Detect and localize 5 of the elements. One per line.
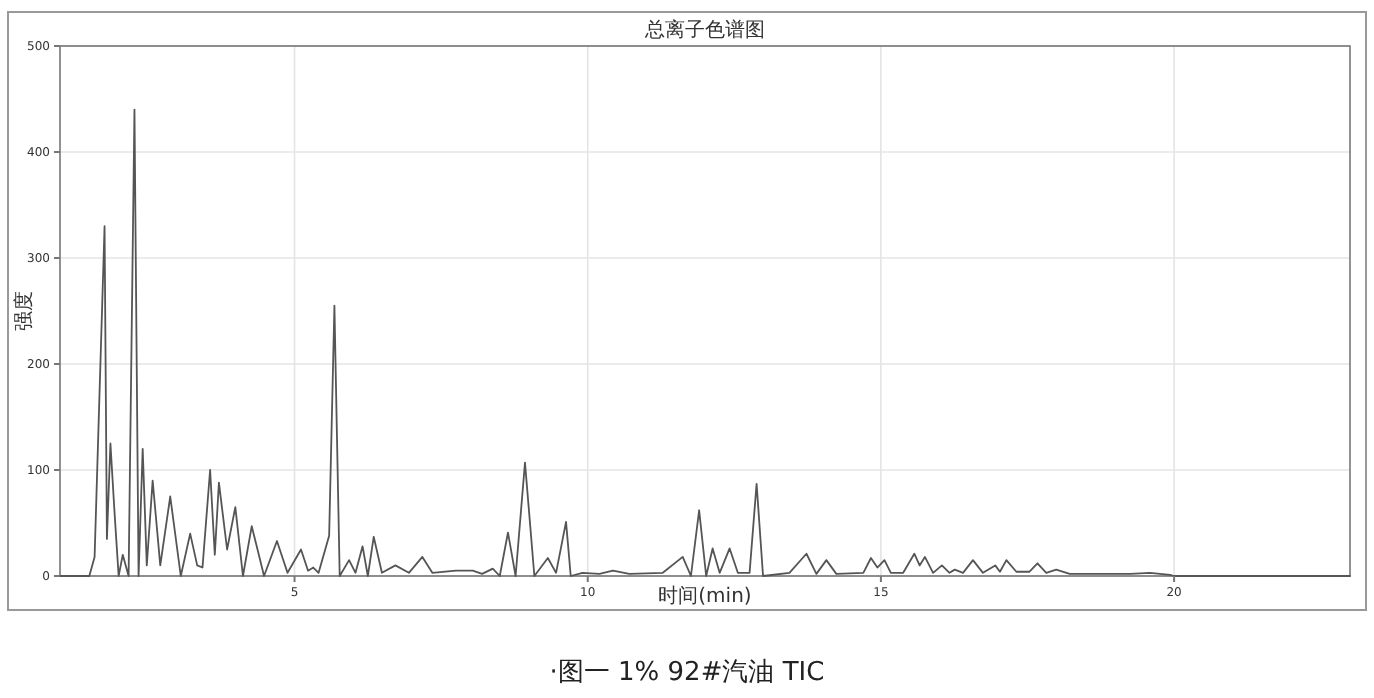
x-axis-title: 时间(min) <box>658 584 752 608</box>
chart-title: 总离子色谱图 <box>643 18 765 42</box>
text: ·图一 1% 92#汽油 TIC <box>549 658 825 688</box>
y-axis-title: 强度 <box>12 291 36 331</box>
line-series <box>59 108 1351 577</box>
